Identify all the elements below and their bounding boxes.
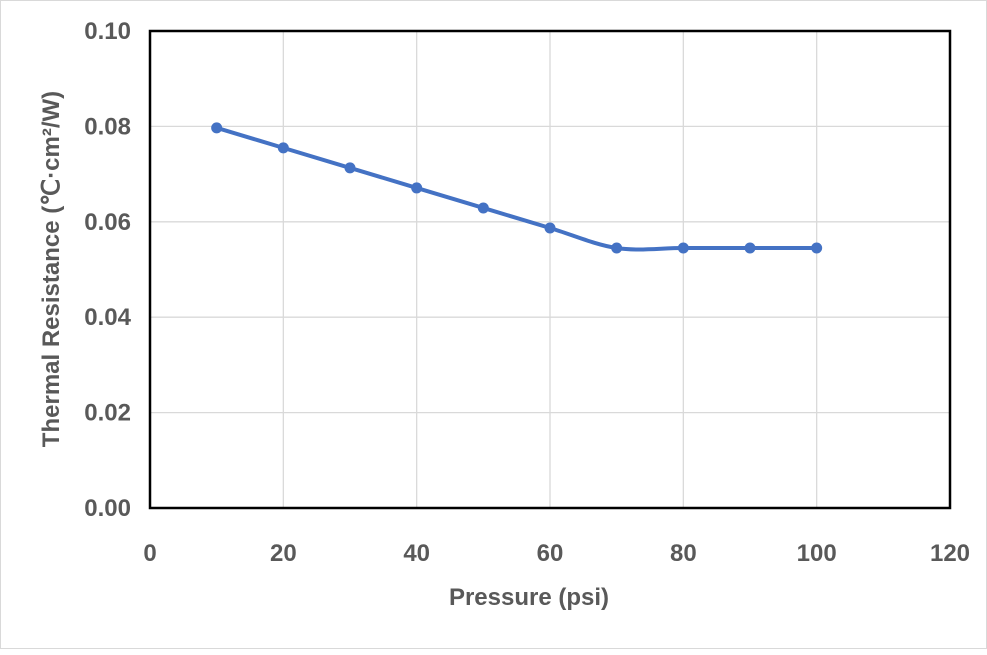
x-tick-label: 20	[270, 540, 297, 567]
data-point	[211, 122, 223, 134]
data-point	[744, 242, 756, 254]
y-tick-labels: 0.00 0.02 0.04 0.06 0.08 0.10	[84, 18, 131, 522]
series-layer	[211, 122, 823, 254]
y-tick-label: 0.08	[84, 113, 131, 140]
x-tick-label: 120	[930, 540, 970, 567]
plot-area-border	[148, 29, 952, 510]
x-tick-label: 80	[670, 540, 697, 567]
data-point	[677, 242, 689, 254]
x-tick-label: 100	[797, 540, 837, 567]
data-point	[411, 182, 423, 194]
y-tick-label: 0.00	[84, 495, 131, 522]
x-tick-label: 40	[403, 540, 430, 567]
x-tick-label: 60	[537, 540, 564, 567]
data-point	[344, 162, 356, 174]
x-tick-label: 0	[143, 540, 156, 567]
data-point	[544, 222, 556, 234]
gridlines	[149, 30, 951, 509]
y-tick-label: 0.10	[84, 18, 131, 45]
data-point	[277, 142, 289, 154]
x-tick-labels: 0 20 40 60 80 100 120	[143, 540, 970, 567]
data-point	[611, 242, 623, 254]
data-point	[477, 202, 489, 214]
x-axis-label: Pressure (psi)	[449, 584, 609, 611]
data-point	[811, 242, 823, 254]
y-tick-label: 0.04	[84, 304, 131, 331]
y-tick-label: 0.06	[84, 209, 131, 236]
series-line	[214, 125, 819, 252]
y-tick-label: 0.02	[84, 400, 131, 427]
y-axis-label: Thermal Resistance (℃·cm²/W)	[38, 91, 65, 447]
